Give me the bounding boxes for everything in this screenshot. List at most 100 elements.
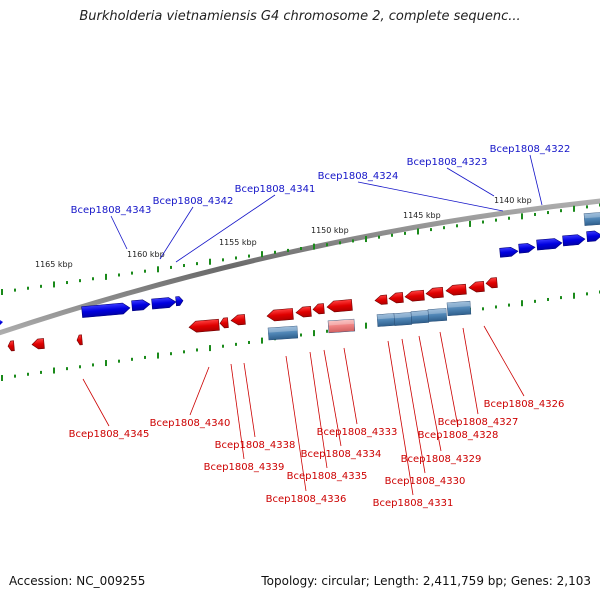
reverse-gene-arrow[interactable] — [8, 341, 15, 351]
reverse-gene-label[interactable]: Bcep1808_4334 — [301, 449, 382, 460]
reverse-gene-arrow[interactable] — [446, 284, 467, 296]
reverse-gene-label[interactable]: Bcep1808_4338 — [215, 440, 296, 451]
lower-scale-tick — [92, 363, 94, 366]
reverse-gene-arrow[interactable] — [231, 314, 246, 325]
lower-scale-tick — [300, 334, 302, 337]
forward-gene-label[interactable]: Bcep1808_4342 — [153, 196, 234, 207]
forward-gene-arrow[interactable] — [587, 230, 600, 241]
reverse-gene-label[interactable]: Bcep1808_4326 — [484, 399, 565, 410]
reverse-gene-arrow[interactable] — [486, 278, 498, 289]
upper-scale-tick — [183, 264, 185, 267]
scale-label: 1160 kbp — [127, 250, 165, 259]
lower-scale-tick — [66, 367, 68, 370]
rna-feature[interactable] — [377, 313, 395, 326]
forward-gene-label[interactable]: Bcep1808_4341 — [235, 184, 316, 195]
reverse-gene-label[interactable]: Bcep1808_4329 — [401, 454, 482, 465]
lower-scale-tick — [495, 305, 497, 308]
upper-scale-tick — [14, 289, 16, 292]
lower-scale-tick — [144, 356, 146, 359]
forward-gene-label[interactable]: Bcep1808_4323 — [407, 157, 488, 168]
forward-gene-label[interactable]: Bcep1808_4324 — [318, 171, 399, 182]
upper-scale-tick — [508, 217, 510, 220]
forward-gene-arrow[interactable] — [152, 297, 177, 309]
reverse-gene-arrow[interactable] — [426, 287, 444, 298]
rna-feature[interactable] — [428, 308, 447, 321]
reverse-gene-label[interactable]: Bcep1808_4327 — [438, 417, 519, 428]
scale-label: 1165 kbp — [35, 260, 73, 269]
upper-scale-tick — [196, 262, 198, 265]
lower-scale-tick — [586, 292, 588, 295]
lower-scale-tick — [482, 307, 484, 310]
reverse-gene-label[interactable]: Bcep1808_4339 — [204, 462, 285, 473]
forward-gene-arrow[interactable] — [176, 296, 184, 306]
lower-scale-tick — [222, 345, 224, 348]
rna-feature[interactable] — [411, 310, 429, 323]
reverse-gene-arrow[interactable] — [296, 306, 312, 317]
upper-scale-tick — [365, 236, 367, 242]
reverse-gene-arrow[interactable] — [313, 304, 325, 315]
upper-scale-tick — [482, 221, 484, 224]
forward-gene-arrow[interactable] — [537, 238, 563, 250]
upper-scale-tick — [118, 273, 120, 276]
reverse-gene-leader — [190, 367, 209, 415]
lower-scale-tick — [183, 350, 185, 353]
upper-scale-tick — [222, 258, 224, 261]
forward-gene-leader — [358, 182, 503, 211]
lower-scale-tick — [235, 343, 237, 346]
reverse-gene-arrow[interactable] — [220, 318, 229, 329]
reverse-gene-label[interactable]: Bcep1808_4330 — [385, 476, 466, 487]
reverse-gene-label[interactable]: Bcep1808_4331 — [373, 498, 454, 509]
forward-gene-label[interactable]: Bcep1808_4322 — [490, 144, 571, 155]
upper-scale-tick — [235, 256, 237, 259]
reverse-gene-label[interactable]: Bcep1808_4335 — [287, 471, 368, 482]
upper-scale-tick — [534, 213, 536, 216]
reverse-gene-label[interactable]: Bcep1808_4328 — [418, 430, 499, 441]
upper-scale-tick — [274, 251, 276, 254]
reverse-gene-arrow[interactable] — [375, 295, 388, 305]
upper-scale-tick — [326, 243, 328, 246]
lower-scale-tick — [79, 365, 81, 368]
lower-scale-tick — [40, 371, 42, 374]
reverse-gene-leader — [388, 341, 413, 495]
reverse-gene-label[interactable]: Bcep1808_4345 — [69, 429, 150, 440]
forward-gene-label[interactable]: Bcep1808_4343 — [71, 205, 152, 216]
accession-text: Accession: NC_009255 — [9, 574, 145, 588]
pseudo-gene-feature[interactable] — [328, 319, 355, 333]
upper-scale-tick — [313, 244, 315, 250]
forward-gene-arrow[interactable] — [500, 247, 519, 258]
forward-gene-arrow[interactable] — [0, 320, 3, 325]
scale-label: 1140 kbp — [494, 196, 532, 205]
forward-gene-arrow[interactable] — [563, 234, 586, 246]
rna-feature[interactable] — [268, 326, 298, 340]
rna-feature[interactable] — [447, 301, 471, 316]
reverse-gene-arrow[interactable] — [389, 292, 404, 303]
upper-scale-tick — [417, 228, 419, 234]
reverse-gene-arrow[interactable] — [405, 290, 425, 302]
reverse-gene-leader — [244, 363, 255, 437]
lower-scale-tick — [14, 375, 16, 378]
reverse-gene-label[interactable]: Bcep1808_4333 — [317, 427, 398, 438]
upper-scale-tick — [144, 270, 146, 273]
rna-feature[interactable] — [584, 212, 600, 225]
forward-gene-arrow[interactable] — [132, 299, 151, 311]
lower-scale-tick — [157, 353, 159, 359]
reverse-gene-label[interactable]: Bcep1808_4340 — [150, 418, 231, 429]
lower-scale-tick — [547, 298, 549, 301]
upper-scale-tick — [53, 281, 55, 287]
reverse-gene-arrow[interactable] — [327, 299, 353, 312]
upper-scale-tick — [430, 228, 432, 231]
scale-label: 1145 kbp — [403, 211, 441, 220]
reverse-gene-arrow[interactable] — [32, 338, 45, 349]
lower-scale-tick — [53, 368, 55, 374]
forward-gene-leader — [530, 155, 542, 205]
reverse-gene-label[interactable]: Bcep1808_4336 — [266, 494, 347, 505]
forward-gene-arrow[interactable] — [519, 243, 536, 253]
rna-feature[interactable] — [394, 312, 412, 325]
reverse-gene-arrow[interactable] — [267, 308, 294, 321]
reverse-gene-arrow[interactable] — [469, 281, 485, 292]
reverse-gene-arrow[interactable] — [77, 335, 83, 345]
upper-scale-tick — [469, 221, 471, 227]
reverse-gene-arrow[interactable] — [189, 319, 220, 333]
